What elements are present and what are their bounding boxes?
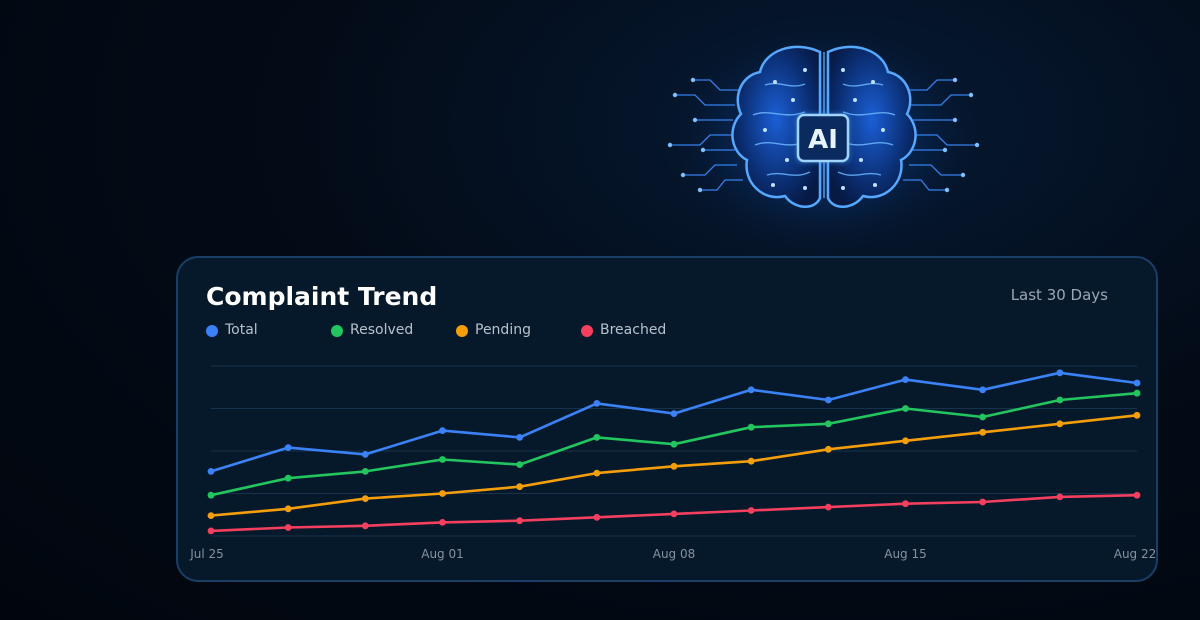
x-tick-label: Aug 22	[1114, 547, 1156, 561]
legend-item-pending[interactable]: Pending	[456, 322, 531, 338]
data-point-breached	[979, 498, 987, 506]
data-point-total	[902, 376, 909, 383]
data-point-breached	[670, 510, 678, 518]
data-point-breached	[824, 503, 832, 511]
data-point-resolved	[979, 413, 987, 421]
data-point-resolved	[1133, 389, 1141, 397]
data-point-total	[439, 427, 446, 434]
x-tick-label: Aug 15	[884, 547, 927, 561]
data-point-pending	[902, 437, 909, 445]
data-point-total	[516, 434, 524, 441]
data-point-pending	[593, 469, 601, 477]
data-point-resolved	[439, 456, 446, 463]
line-chart: Jul 25 Aug 01 Aug 08 Aug 15 Aug 22	[189, 365, 1156, 561]
legend-label-breached: Breached	[600, 322, 667, 338]
data-point-pending	[361, 495, 369, 502]
card-title: Complaint Trend	[206, 282, 438, 311]
data-point-breached	[284, 524, 292, 531]
legend-item-resolved[interactable]: Resolved	[331, 322, 413, 338]
data-point-resolved	[207, 491, 215, 499]
date-range-label[interactable]: Last 30 Days	[1010, 286, 1108, 304]
chart-legend: Total Resolved Pending Breached	[206, 322, 806, 342]
legend-item-breached[interactable]: Breached	[581, 322, 666, 338]
legend-label-pending: Pending	[475, 322, 531, 338]
data-point-resolved	[1056, 396, 1064, 404]
data-point-resolved	[284, 474, 292, 482]
data-point-pending	[670, 462, 678, 470]
data-point-breached	[361, 522, 369, 530]
legend-label-total: Total	[225, 322, 258, 338]
data-point-pending	[516, 483, 524, 491]
data-point-breached	[747, 507, 755, 514]
data-point-total	[824, 396, 832, 404]
data-point-resolved	[670, 440, 678, 448]
data-point-total	[284, 444, 292, 451]
data-point-pending	[207, 512, 215, 519]
legend-dot-total	[206, 325, 218, 337]
data-point-total	[593, 400, 601, 407]
x-tick-label: Jul 25	[189, 547, 224, 561]
data-point-pending	[1056, 420, 1064, 428]
data-point-breached	[439, 519, 446, 526]
legend-dot-resolved	[331, 325, 343, 337]
legend-dot-breached	[581, 325, 593, 337]
x-tick-label: Aug 08	[653, 547, 696, 561]
data-point-pending	[747, 457, 755, 465]
data-point-total	[361, 451, 369, 458]
series-line-total	[209, 371, 1139, 473]
data-point-resolved	[516, 461, 524, 468]
legend-dot-pending	[456, 325, 468, 337]
data-point-pending	[1133, 411, 1141, 419]
data-point-pending	[439, 490, 446, 497]
complaint-trend-card: Complaint Trend Last 30 Days Total Resol…	[176, 256, 1158, 582]
data-point-total	[1056, 369, 1064, 377]
data-point-total	[747, 386, 755, 394]
data-point-breached	[902, 500, 909, 508]
data-point-breached	[1056, 493, 1064, 501]
legend-label-resolved: Resolved	[350, 322, 414, 338]
data-point-total	[207, 468, 215, 475]
ai-brain-icon: AI	[665, 20, 983, 255]
data-point-resolved	[593, 434, 601, 441]
data-point-total	[979, 386, 987, 394]
data-point-breached	[207, 527, 215, 535]
data-point-pending	[824, 445, 832, 453]
data-point-breached	[516, 517, 524, 525]
legend-item-total[interactable]: Total	[206, 322, 258, 338]
ai-chip-label: AI	[808, 125, 838, 155]
data-point-total	[1133, 379, 1141, 387]
data-point-resolved	[361, 468, 369, 475]
data-point-total	[670, 410, 678, 417]
data-point-pending	[284, 505, 292, 513]
data-point-resolved	[902, 405, 909, 412]
data-point-breached	[593, 513, 601, 521]
data-point-resolved	[824, 420, 832, 428]
data-point-resolved	[747, 423, 755, 431]
data-point-breached	[1133, 491, 1141, 499]
data-point-pending	[979, 428, 987, 436]
x-tick-label: Aug 01	[421, 547, 464, 561]
